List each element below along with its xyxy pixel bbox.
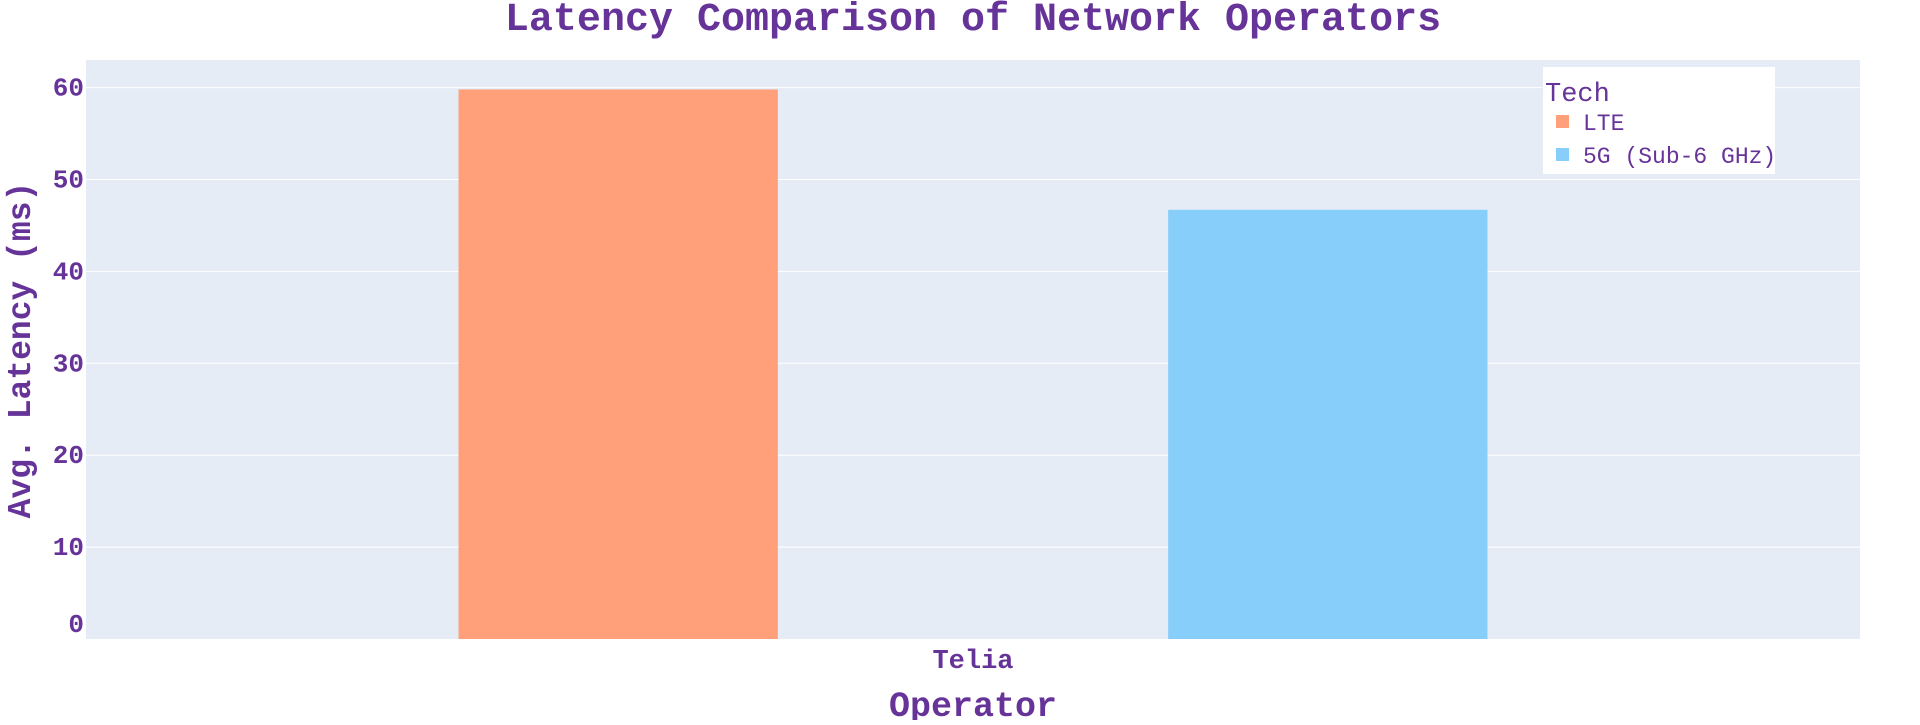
y-axis-ticks: 0 10 20 30 40 50 60 bbox=[53, 74, 84, 640]
legend-title: Tech bbox=[1545, 80, 1610, 110]
bar-lte[interactable] bbox=[458, 89, 778, 639]
legend-item[interactable]: 5G (Sub-6 GHz) bbox=[1556, 144, 1776, 170]
legend-label: LTE bbox=[1583, 111, 1624, 137]
legend-background bbox=[1543, 67, 1775, 174]
y-tick-label: 0 bbox=[68, 610, 84, 640]
legend-items: LTE 5G (Sub-6 GHz) bbox=[1556, 111, 1776, 170]
chart-title: Latency Comparison of Network Operators bbox=[505, 0, 1441, 43]
y-axis-title: Avg. Latency (ms) bbox=[3, 182, 40, 519]
y-tick-label: 60 bbox=[53, 74, 84, 104]
legend-swatch bbox=[1556, 115, 1569, 128]
x-axis-ticks: Telia bbox=[932, 647, 1013, 677]
y-tick-label: 10 bbox=[53, 533, 84, 563]
bars bbox=[458, 89, 1488, 640]
y-tick-label: 20 bbox=[53, 441, 84, 471]
y-tick-label: 40 bbox=[53, 257, 84, 287]
legend[interactable]: Tech LTE 5G (Sub-6 GHz) bbox=[1543, 67, 1776, 174]
legend-label: 5G (Sub-6 GHz) bbox=[1583, 144, 1776, 170]
y-tick-label: 30 bbox=[53, 349, 84, 379]
legend-item[interactable]: LTE bbox=[1556, 111, 1624, 137]
x-tick-label: Telia bbox=[932, 647, 1013, 677]
legend-swatch bbox=[1556, 148, 1569, 161]
bar-5g-sub-6-ghz[interactable] bbox=[1168, 209, 1488, 640]
y-tick-label: 50 bbox=[53, 165, 84, 195]
x-axis-title: Operator bbox=[889, 687, 1057, 720]
